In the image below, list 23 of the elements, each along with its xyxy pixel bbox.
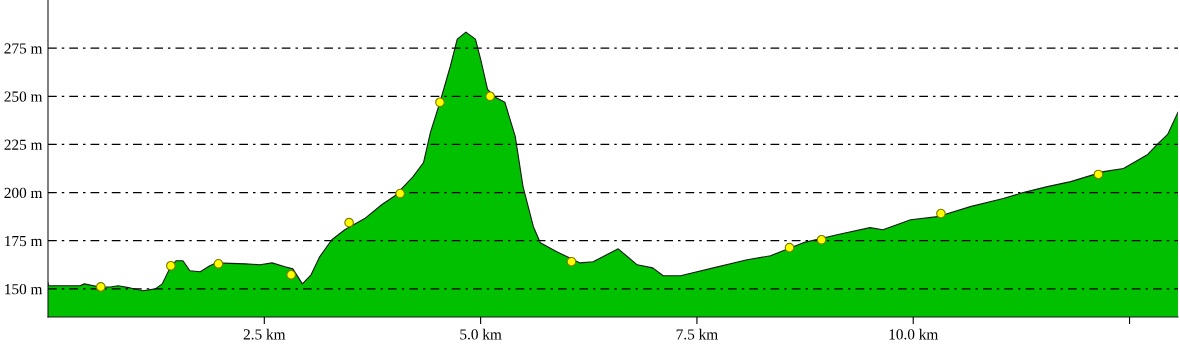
point [485, 91, 495, 102]
y-tick-label: 275 m [4, 43, 43, 54]
point [435, 97, 445, 108]
point [286, 269, 296, 280]
y-tick-label: 225 m [4, 139, 43, 150]
point [784, 242, 795, 253]
point [566, 256, 577, 267]
point [816, 234, 827, 245]
y-tick-label: 175 m [5, 235, 43, 247]
point [395, 188, 405, 199]
point [166, 260, 176, 271]
point [95, 282, 106, 292]
point [936, 208, 946, 219]
point [344, 217, 354, 228]
x-tick-label: 5.0 km [460, 328, 502, 340]
x-tick-label: 7.5 km [676, 328, 718, 340]
y-tick-label: 250 m [4, 91, 43, 102]
x-tick-label: 10.0 km [889, 328, 939, 340]
point [1093, 169, 1104, 180]
x-tick-label: 2.5 km [243, 328, 286, 340]
y-tick-label: 150 m [5, 284, 43, 295]
point [213, 259, 224, 269]
y-tick-label: 200 m [4, 187, 43, 199]
